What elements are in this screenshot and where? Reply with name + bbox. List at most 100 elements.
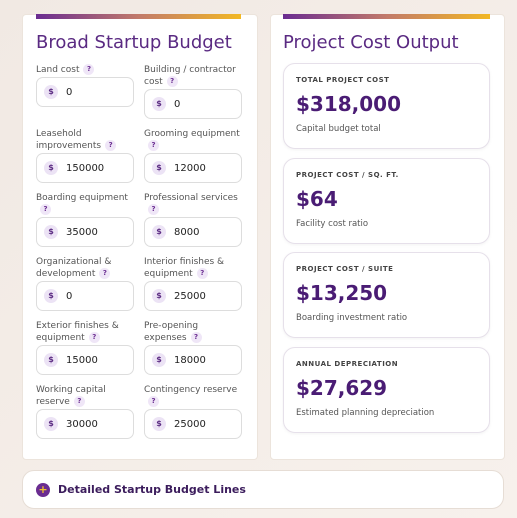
input[interactable]: $12000 — [144, 153, 242, 183]
help-icon[interactable]: ? — [88, 332, 100, 343]
field: Pre-opening expenses? $18000 — [144, 320, 242, 384]
button-label: Detailed Startup Budget Lines — [58, 483, 246, 496]
field: Working capital reserve? $30000 — [36, 384, 134, 448]
input[interactable]: $25000 — [144, 409, 242, 439]
metric-value: $318,000 — [296, 92, 402, 116]
label-text: Land cost — [36, 65, 80, 75]
label-text: Working capital reserve — [36, 385, 106, 407]
input-value: 150000 — [66, 162, 105, 174]
label-text: Interior finishes & equipment — [144, 257, 225, 279]
field-label: Pre-opening expenses? — [144, 320, 242, 344]
label-text: Organizational & development — [36, 257, 112, 279]
accent-bar — [36, 14, 241, 19]
metric-value: $27,629 — [296, 376, 388, 400]
metric-caption: Facility cost ratio — [296, 219, 369, 229]
field: Grooming equipment? $12000 — [144, 128, 242, 192]
field-label: Contingency reserve? — [144, 384, 242, 408]
help-icon[interactable]: ? — [73, 396, 85, 407]
field-label: Building / contractor cost? — [144, 64, 242, 88]
input[interactable]: $30000 — [36, 409, 134, 439]
currency-icon: $ — [152, 225, 166, 239]
field-grid: Land cost? $0 Building / contractor cost? $… — [36, 64, 242, 448]
field: Organizational & development? $0 — [36, 256, 134, 320]
label-text: Pre-opening expenses — [144, 321, 199, 343]
metric-label: TOTAL PROJECT COST — [296, 76, 390, 84]
help-icon[interactable]: ? — [105, 140, 117, 151]
help-icon[interactable]: ? — [83, 64, 95, 75]
help-icon[interactable]: ? — [99, 268, 111, 279]
label-text: Boarding equipment — [36, 193, 128, 203]
input[interactable]: $0 — [144, 89, 242, 119]
field-label: Organizational & development? — [36, 256, 134, 280]
label-text: Building / contractor cost — [144, 65, 236, 87]
metric-caption: Estimated planning depreciation — [296, 408, 435, 418]
input[interactable]: $0 — [36, 77, 134, 107]
input-value: 8000 — [174, 226, 200, 238]
currency-icon: $ — [44, 225, 58, 239]
input-value: 15000 — [66, 354, 98, 366]
label-text: Leasehold improvements — [36, 129, 102, 151]
currency-icon: $ — [44, 289, 58, 303]
label-text: Exterior finishes & equipment — [36, 321, 119, 343]
metric-label: PROJECT COST / SUITE — [296, 265, 394, 273]
label-text: Grooming equipment — [144, 129, 240, 139]
metric-card: PROJECT COST / SQ. FT. $64 Facility cost r… — [283, 158, 490, 244]
accent-bar — [283, 14, 490, 19]
metric-label: PROJECT COST / SQ. FT. — [296, 171, 399, 179]
currency-icon: $ — [152, 289, 166, 303]
metric-label: ANNUAL DEPRECIATION — [296, 360, 399, 368]
currency-icon: $ — [152, 417, 166, 431]
field-label: Land cost? — [36, 64, 134, 76]
metric-value: $64 — [296, 187, 338, 211]
metric-value: $13,250 — [296, 281, 388, 305]
help-icon[interactable]: ? — [148, 140, 159, 151]
help-icon[interactable]: ? — [148, 204, 159, 215]
input-value: 12000 — [174, 162, 206, 174]
field-label: Professional services? — [144, 192, 242, 216]
button-icon: + — [36, 482, 50, 497]
field: Exterior finishes & equipment? $15000 — [36, 320, 134, 384]
input-value: 0 — [66, 86, 73, 98]
currency-icon: $ — [44, 161, 58, 175]
field: Interior finishes & equipment? $25000 — [144, 256, 242, 320]
currency-icon: $ — [152, 353, 166, 367]
label-text: Professional services — [144, 193, 238, 203]
help-icon[interactable]: ? — [148, 396, 159, 407]
metric-card: ANNUAL DEPRECIATION $27,629 Estimated plan… — [283, 347, 490, 433]
input[interactable]: $15000 — [36, 345, 134, 375]
field: Professional services? $8000 — [144, 192, 242, 256]
metric-card: PROJECT COST / SUITE $13,250 Boarding inve… — [283, 252, 490, 338]
field-label: Boarding equipment? — [36, 192, 134, 216]
panel-title: Project Cost Output — [283, 32, 459, 53]
field: Building / contractor cost? $0 — [144, 64, 242, 128]
help-icon[interactable]: ? — [166, 76, 178, 87]
help-icon[interactable]: ? — [190, 332, 202, 343]
details-button[interactable]: + Detailed Startup Budget Lines — [22, 470, 504, 509]
input[interactable]: $25000 — [144, 281, 242, 311]
input-value: 25000 — [174, 290, 206, 302]
panel-title: Broad Startup Budget — [36, 32, 232, 53]
field-label: Exterior finishes & equipment? — [36, 320, 134, 344]
input[interactable]: $18000 — [144, 345, 242, 375]
label-text: Contingency reserve — [144, 385, 238, 395]
field-label: Interior finishes & equipment? — [144, 256, 242, 280]
currency-icon: $ — [44, 85, 58, 99]
currency-icon: $ — [152, 97, 166, 111]
field-label: Leasehold improvements? — [36, 128, 134, 152]
field: Land cost? $0 — [36, 64, 134, 128]
input[interactable]: $8000 — [144, 217, 242, 247]
input[interactable]: $0 — [36, 281, 134, 311]
input-value: 0 — [174, 98, 181, 110]
input[interactable]: $150000 — [36, 153, 134, 183]
currency-icon: $ — [44, 353, 58, 367]
help-icon[interactable]: ? — [40, 204, 51, 215]
field-label: Working capital reserve? — [36, 384, 134, 408]
field: Contingency reserve? $25000 — [144, 384, 242, 448]
metric-caption: Capital budget total — [296, 124, 381, 134]
input[interactable]: $35000 — [36, 217, 134, 247]
field: Leasehold improvements? $150000 — [36, 128, 134, 192]
help-icon[interactable]: ? — [196, 268, 208, 279]
metric-caption: Boarding investment ratio — [296, 313, 408, 323]
input-value: 0 — [66, 290, 73, 302]
